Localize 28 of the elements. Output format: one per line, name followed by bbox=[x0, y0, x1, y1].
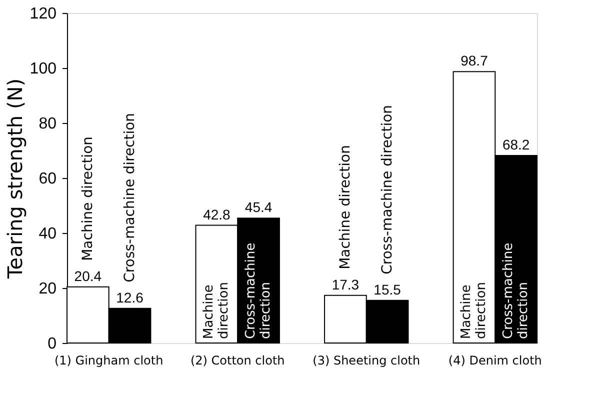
y-tick-label: 80 bbox=[38, 116, 57, 132]
x-tick-label: (2) Cotton cloth bbox=[190, 354, 285, 368]
y-tick-label: 60 bbox=[38, 170, 57, 188]
series-label: Machine direction bbox=[202, 282, 232, 339]
text: Cross-machine direction bbox=[122, 112, 138, 282]
text: Machine direction bbox=[80, 136, 96, 261]
data-label: 98.7 bbox=[460, 52, 488, 69]
series-label: Cross-machine direction bbox=[244, 242, 274, 339]
x-tick-label: (1) Gingham cloth bbox=[54, 354, 164, 368]
text: Machine direction bbox=[337, 145, 354, 270]
text: Cross-machine direction bbox=[501, 242, 532, 339]
y-tick-label: 20 bbox=[38, 280, 57, 298]
text: Machine direction bbox=[459, 282, 490, 339]
data-label: 42.8 bbox=[203, 206, 231, 222]
data-label: 68.2 bbox=[502, 136, 530, 152]
data-label: 20.4 bbox=[74, 268, 102, 284]
data-label: 15.5 bbox=[374, 281, 402, 298]
y-tick-label: 120 bbox=[30, 6, 57, 22]
x-tick-label: (4) Denim cloth bbox=[448, 354, 542, 368]
data-label: 45.4 bbox=[244, 199, 272, 216]
y-tick-label: 0 bbox=[48, 336, 57, 352]
x-tick-label: (3) Sheeting cloth bbox=[312, 354, 420, 368]
data-label: 17.3 bbox=[332, 276, 360, 292]
y-tick-label: 100 bbox=[30, 60, 57, 78]
y-axis-title: Tearing strength (N) bbox=[2, 78, 27, 280]
text: Cross-machine direction bbox=[379, 104, 396, 274]
data-label: 12.6 bbox=[116, 289, 144, 306]
y-tick-label: 40 bbox=[38, 226, 57, 242]
